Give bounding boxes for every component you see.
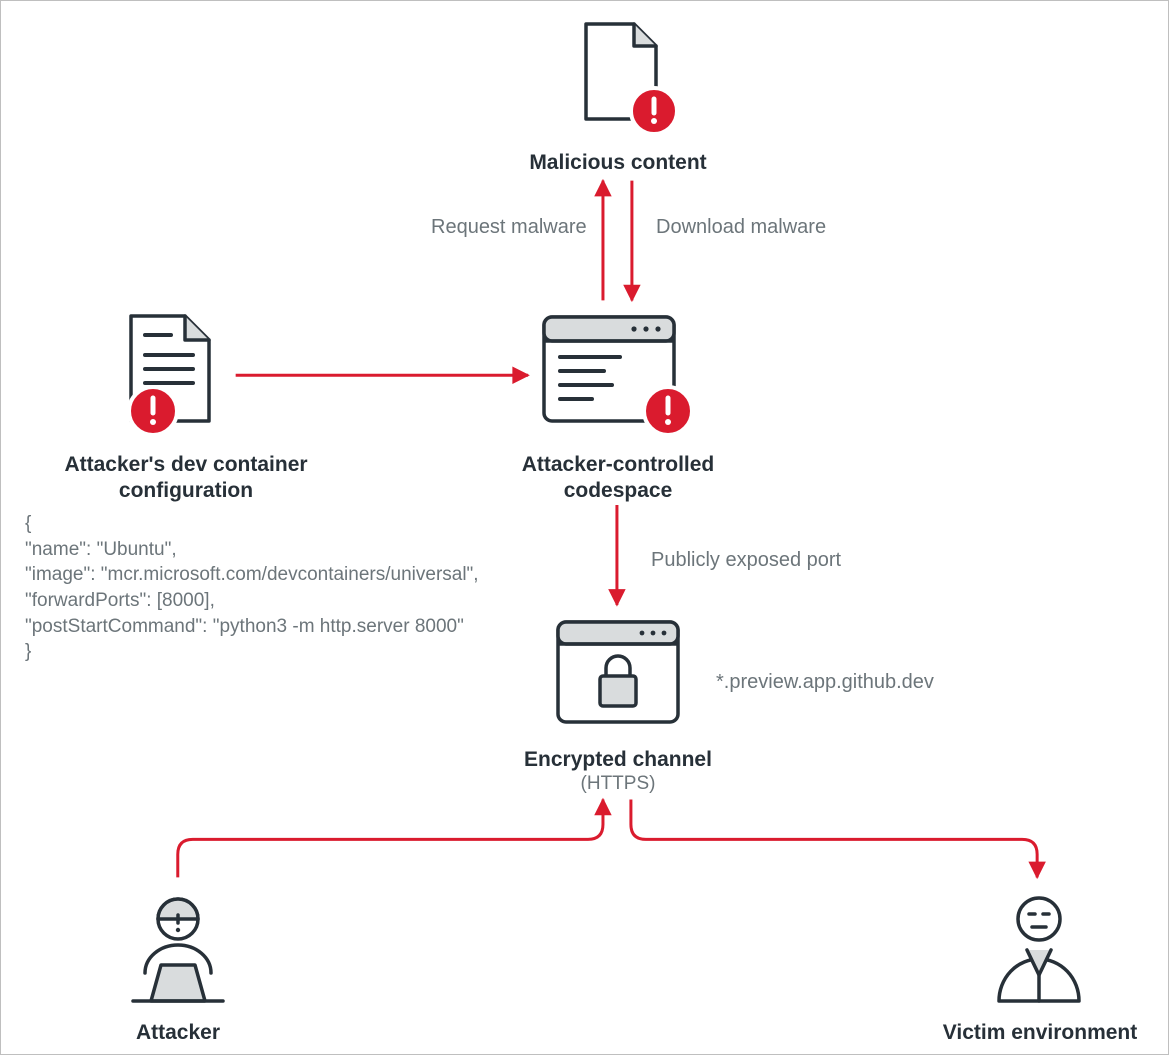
attacker-label: Attacker xyxy=(98,1020,258,1046)
encrypted-label: Encrypted channel xyxy=(508,747,728,773)
node-dev-config: Attacker's dev container configuration xyxy=(113,311,258,505)
file-config-icon xyxy=(113,311,258,439)
node-malicious-content: Malicious content xyxy=(556,19,681,176)
codespace-label: Attacker-controlled codespace xyxy=(488,452,748,505)
file-alert-icon xyxy=(556,19,681,137)
node-attacker: Attacker xyxy=(113,887,243,1046)
victim-icon xyxy=(977,887,1102,1007)
request-malware-label: Request malware xyxy=(431,216,587,239)
encrypted-sublabel: (HTTPS) xyxy=(508,773,728,795)
victim-label: Victim environment xyxy=(925,1020,1155,1046)
node-encrypted: Encrypted channel (HTTPS) xyxy=(552,616,684,795)
node-victim: Victim environment xyxy=(977,887,1102,1046)
dev-container-json: { "name": "Ubuntu", "image": "mcr.micros… xyxy=(25,511,479,665)
public-port-label: Publicly exposed port xyxy=(651,549,841,572)
diagram-canvas: Malicious content Attacker-controlled co… xyxy=(0,0,1169,1055)
attacker-icon xyxy=(113,887,243,1007)
preview-url-label: *.preview.app.github.dev xyxy=(716,671,934,694)
browser-alert-icon xyxy=(538,311,698,439)
node-codespace: Attacker-controlled codespace xyxy=(538,311,698,505)
malicious-content-label: Malicious content xyxy=(508,150,728,176)
dev-config-label: Attacker's dev container configuration xyxy=(41,452,331,505)
download-malware-label: Download malware xyxy=(656,216,826,239)
browser-lock-icon xyxy=(552,616,684,734)
